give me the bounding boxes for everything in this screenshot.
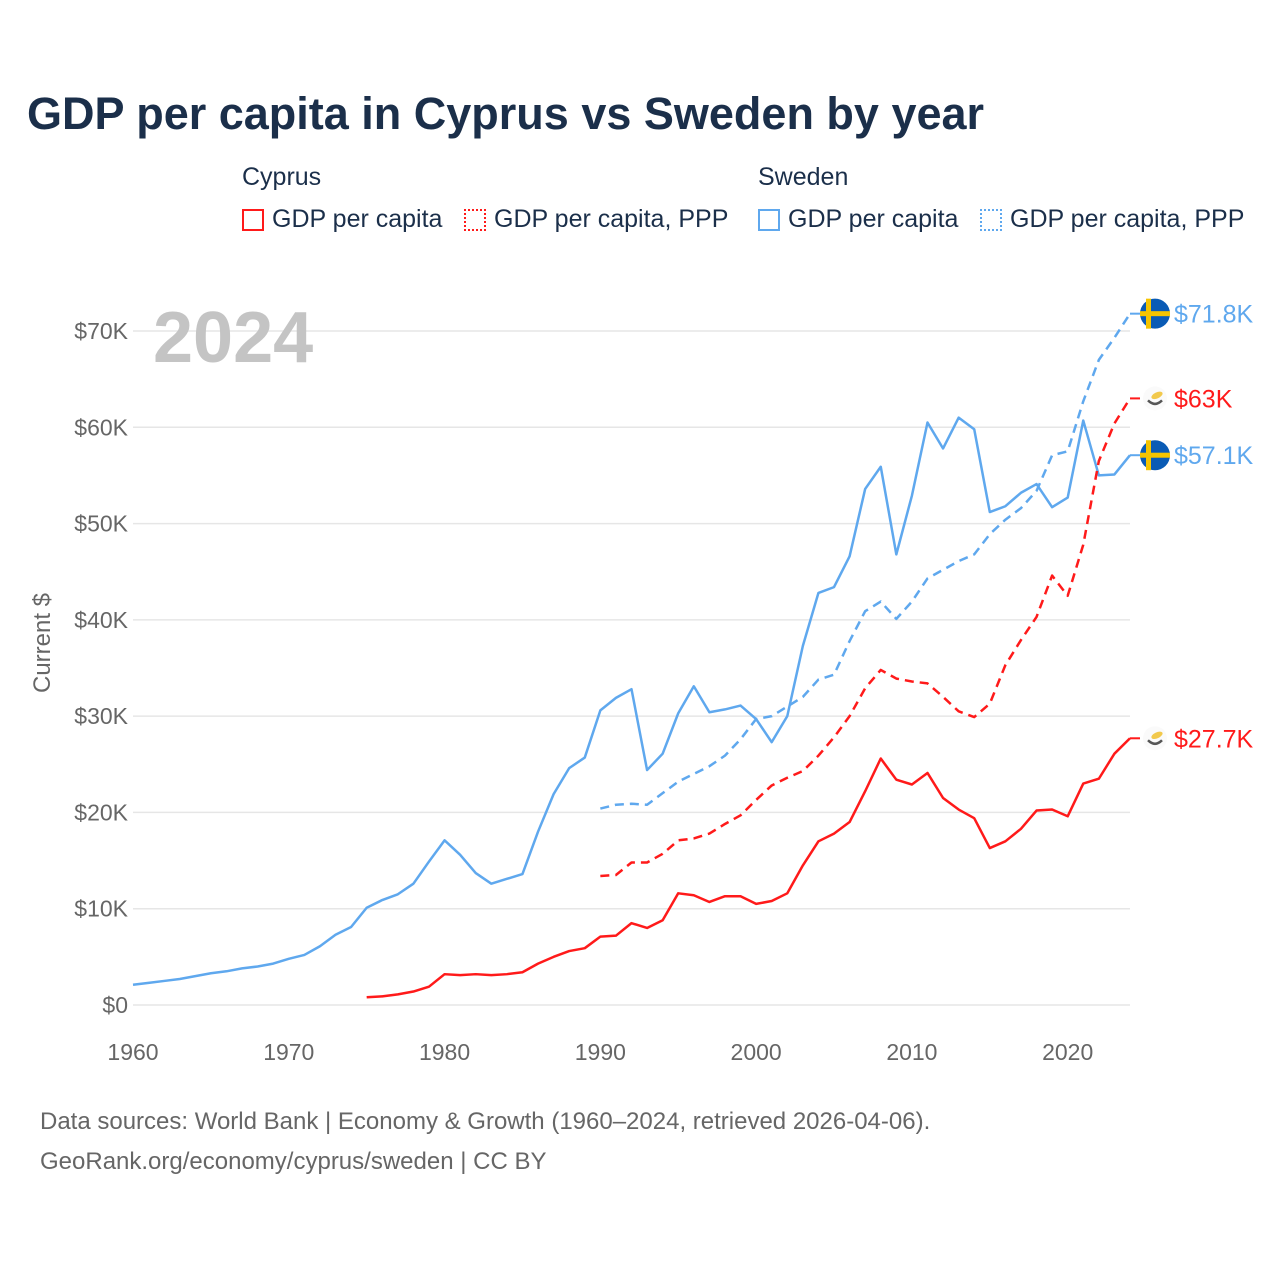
series-line-sweden-gdp-per-capita-ppp (600, 312, 1132, 810)
y-tick-label: $30K (74, 703, 128, 729)
legend-swatch (980, 208, 1002, 231)
cyprus-flag-island (1151, 731, 1163, 740)
y-tick-label: $10K (74, 896, 128, 922)
y-tick-label: $40K (74, 607, 128, 633)
y-axis-label: Current $ (29, 593, 56, 693)
sweden-flag-cross (1140, 452, 1170, 458)
x-tick-label: 2020 (1042, 1039, 1093, 1065)
cyprus-flag-branch (1147, 399, 1163, 406)
x-tick-label: 1960 (107, 1039, 158, 1065)
series-line-cyprus-gdp-per-capita-ppp (600, 397, 1132, 878)
legend-label: GDP per capita, PPP (1010, 205, 1245, 233)
y-tick-label: $60K (74, 414, 128, 440)
x-tick-label: 1970 (263, 1039, 314, 1065)
series-line-sweden-gdp-per-capita (132, 416, 1131, 987)
series-line-cyprus-gdp-per-capita (366, 737, 1131, 999)
legend-sweden-gdp[interactable]: GDP per capita (758, 205, 958, 234)
legend-swatch (464, 208, 486, 231)
legend-label: GDP per capita (272, 205, 443, 233)
legend-label: GDP per capita (788, 205, 959, 233)
footer-link[interactable]: GeoRank.org/economy/cyprus/sweden | CC B… (40, 1148, 547, 1175)
end-value-label: $57.1K (1174, 442, 1254, 470)
end-value-label: $71.8K (1174, 301, 1254, 329)
legend-label: GDP per capita, PPP (494, 205, 729, 233)
end-value-label: $27.7K (1174, 725, 1254, 753)
cyprus-flag-island (1151, 391, 1163, 400)
legend-group-cyprus: Cyprus (242, 163, 322, 191)
y-tick-label: $20K (74, 799, 128, 825)
end-value-label: $63K (1174, 385, 1233, 413)
legend-swatch (242, 208, 264, 231)
y-tick-label: $50K (74, 511, 128, 537)
legend-group-sweden: Sweden (758, 163, 849, 191)
x-tick-label: 2000 (731, 1039, 782, 1065)
year-label: 2024 (153, 298, 313, 378)
x-tick-label: 2010 (886, 1039, 937, 1065)
legend-cyprus-ppp[interactable]: GDP per capita, PPP (464, 205, 728, 234)
y-tick-label: $70K (74, 318, 128, 344)
legend-cyprus-gdp[interactable]: GDP per capita (242, 205, 442, 234)
y-tick-label: $0 (102, 992, 128, 1018)
legend-sweden-ppp[interactable]: GDP per capita, PPP (980, 205, 1244, 234)
x-tick-label: 1990 (575, 1039, 626, 1065)
sweden-flag-cross (1140, 311, 1170, 317)
legend-swatch (758, 208, 780, 231)
footer-sources: Data sources: World Bank | Economy & Gro… (40, 1108, 931, 1135)
chart-title: GDP per capita in Cyprus vs Sweden by ye… (27, 88, 985, 139)
x-tick-label: 1980 (419, 1039, 470, 1065)
cyprus-flag-branch (1147, 739, 1163, 746)
